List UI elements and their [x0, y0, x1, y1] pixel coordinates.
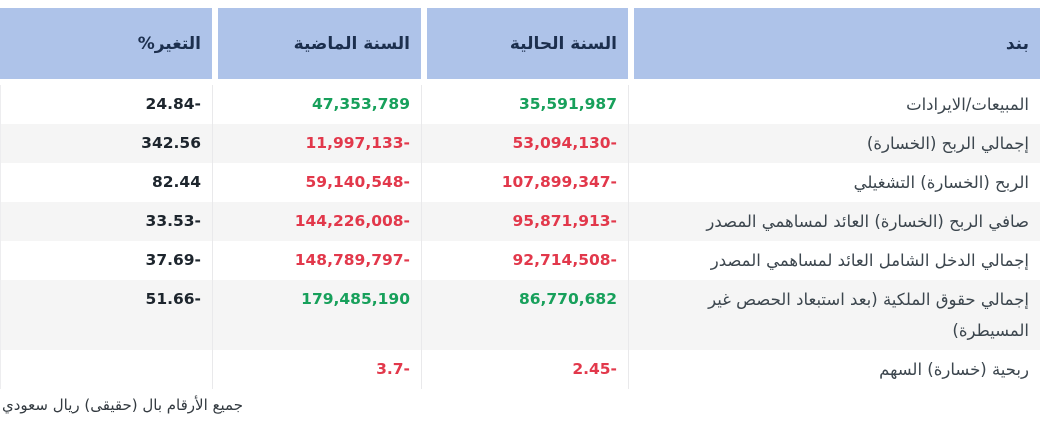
row-label: المبيعات/الايرادات — [628, 85, 1040, 124]
currency-footnote: جميع الأرقام بال (حقيقى) ريال سعودي — [2, 396, 243, 414]
current-year-value: 95,871,913- — [421, 202, 628, 241]
previous-year-value: 59,140,548- — [212, 163, 421, 202]
value-text: 37.69- — [145, 251, 201, 269]
value-text: 24.84- — [145, 95, 201, 113]
table-row: إجمالي حقوق الملكية (بعد استبعاد الحصص غ… — [1, 280, 1040, 350]
table-row: إجمالي الدخل الشامل العائد لمساهمي المصد… — [1, 241, 1040, 280]
value-text: 107,899,347- — [501, 173, 617, 191]
change-percent-value: 24.84- — [0, 85, 212, 124]
value-text: 53,094,130- — [512, 134, 618, 152]
value-text: 59,140,548- — [305, 173, 411, 191]
value-text: 82.44 — [151, 173, 201, 191]
value-text: 95,871,913- — [512, 212, 618, 230]
current-year-value: 53,094,130- — [421, 124, 628, 163]
current-year-value: 86,770,682 — [421, 280, 628, 350]
table-row: المبيعات/الايرادات 35,591,987 47,353,789… — [1, 85, 1040, 124]
value-text: 148,789,797- — [294, 251, 410, 269]
row-label: الربح (الخسارة) التشغيلي — [628, 163, 1040, 202]
value-text: 47,353,789 — [311, 95, 410, 113]
value-text: 51.66- — [145, 290, 201, 308]
row-label: إجمالي الدخل الشامل العائد لمساهمي المصد… — [628, 241, 1040, 280]
change-percent-value: 51.66- — [0, 280, 212, 350]
value-text: 144,226,008- — [294, 212, 410, 230]
value-text: 92,714,508- — [512, 251, 618, 269]
table-row: ربحية (خسارة) السهم 2.45- 3.7- — [1, 350, 1040, 389]
value-text: 86,770,682 — [518, 290, 617, 308]
previous-year-value: 144,226,008- — [212, 202, 421, 241]
table-row: الربح (الخسارة) التشغيلي 107,899,347- 59… — [1, 163, 1040, 202]
row-label: إجمالي الربح (الخسارة) — [628, 124, 1040, 163]
previous-year-value: 148,789,797- — [212, 241, 421, 280]
change-percent-value: 342.56 — [0, 124, 212, 163]
column-header-current-year: السنة الحالية — [421, 8, 628, 79]
table-row: إجمالي الربح (الخسارة) 53,094,130- 11,99… — [1, 124, 1040, 163]
table-header: بند السنة الحالية السنة الماضية التغير% — [0, 8, 1040, 79]
row-label: ربحية (خسارة) السهم — [628, 350, 1040, 389]
column-header-change-percent: التغير% — [0, 8, 212, 79]
previous-year-value: 3.7- — [212, 350, 421, 389]
row-label: إجمالي حقوق الملكية (بعد استبعاد الحصص غ… — [628, 280, 1040, 350]
current-year-value: 92,714,508- — [421, 241, 628, 280]
current-year-value: 35,591,987 — [421, 85, 628, 124]
row-label: صافي الربح (الخسارة) العائد لمساهمي المص… — [628, 202, 1040, 241]
change-percent-value: 33.53- — [0, 202, 212, 241]
previous-year-value: 179,485,190 — [212, 280, 421, 350]
change-percent-value: 37.69- — [0, 241, 212, 280]
column-header-previous-year: السنة الماضية — [212, 8, 421, 79]
value-text: 2.45- — [572, 360, 617, 378]
value-text: 35,591,987 — [518, 95, 617, 113]
change-percent-value — [0, 350, 212, 389]
previous-year-value: 47,353,789 — [212, 85, 421, 124]
value-text: 3.7- — [376, 360, 410, 378]
change-percent-value: 82.44 — [0, 163, 212, 202]
value-text: 11,997,133- — [305, 134, 411, 152]
current-year-value: 2.45- — [421, 350, 628, 389]
column-header-item: بند — [628, 8, 1040, 79]
financial-summary-page: بند السنة الحالية السنة الماضية التغير% … — [0, 8, 1040, 427]
current-year-value: 107,899,347- — [421, 163, 628, 202]
value-text: 33.53- — [145, 212, 201, 230]
table-body: المبيعات/الايرادات 35,591,987 47,353,789… — [0, 85, 1040, 389]
value-text: 179,485,190 — [301, 290, 410, 308]
previous-year-value: 11,997,133- — [212, 124, 421, 163]
value-text: 342.56 — [141, 134, 201, 152]
table-row: صافي الربح (الخسارة) العائد لمساهمي المص… — [1, 202, 1040, 241]
